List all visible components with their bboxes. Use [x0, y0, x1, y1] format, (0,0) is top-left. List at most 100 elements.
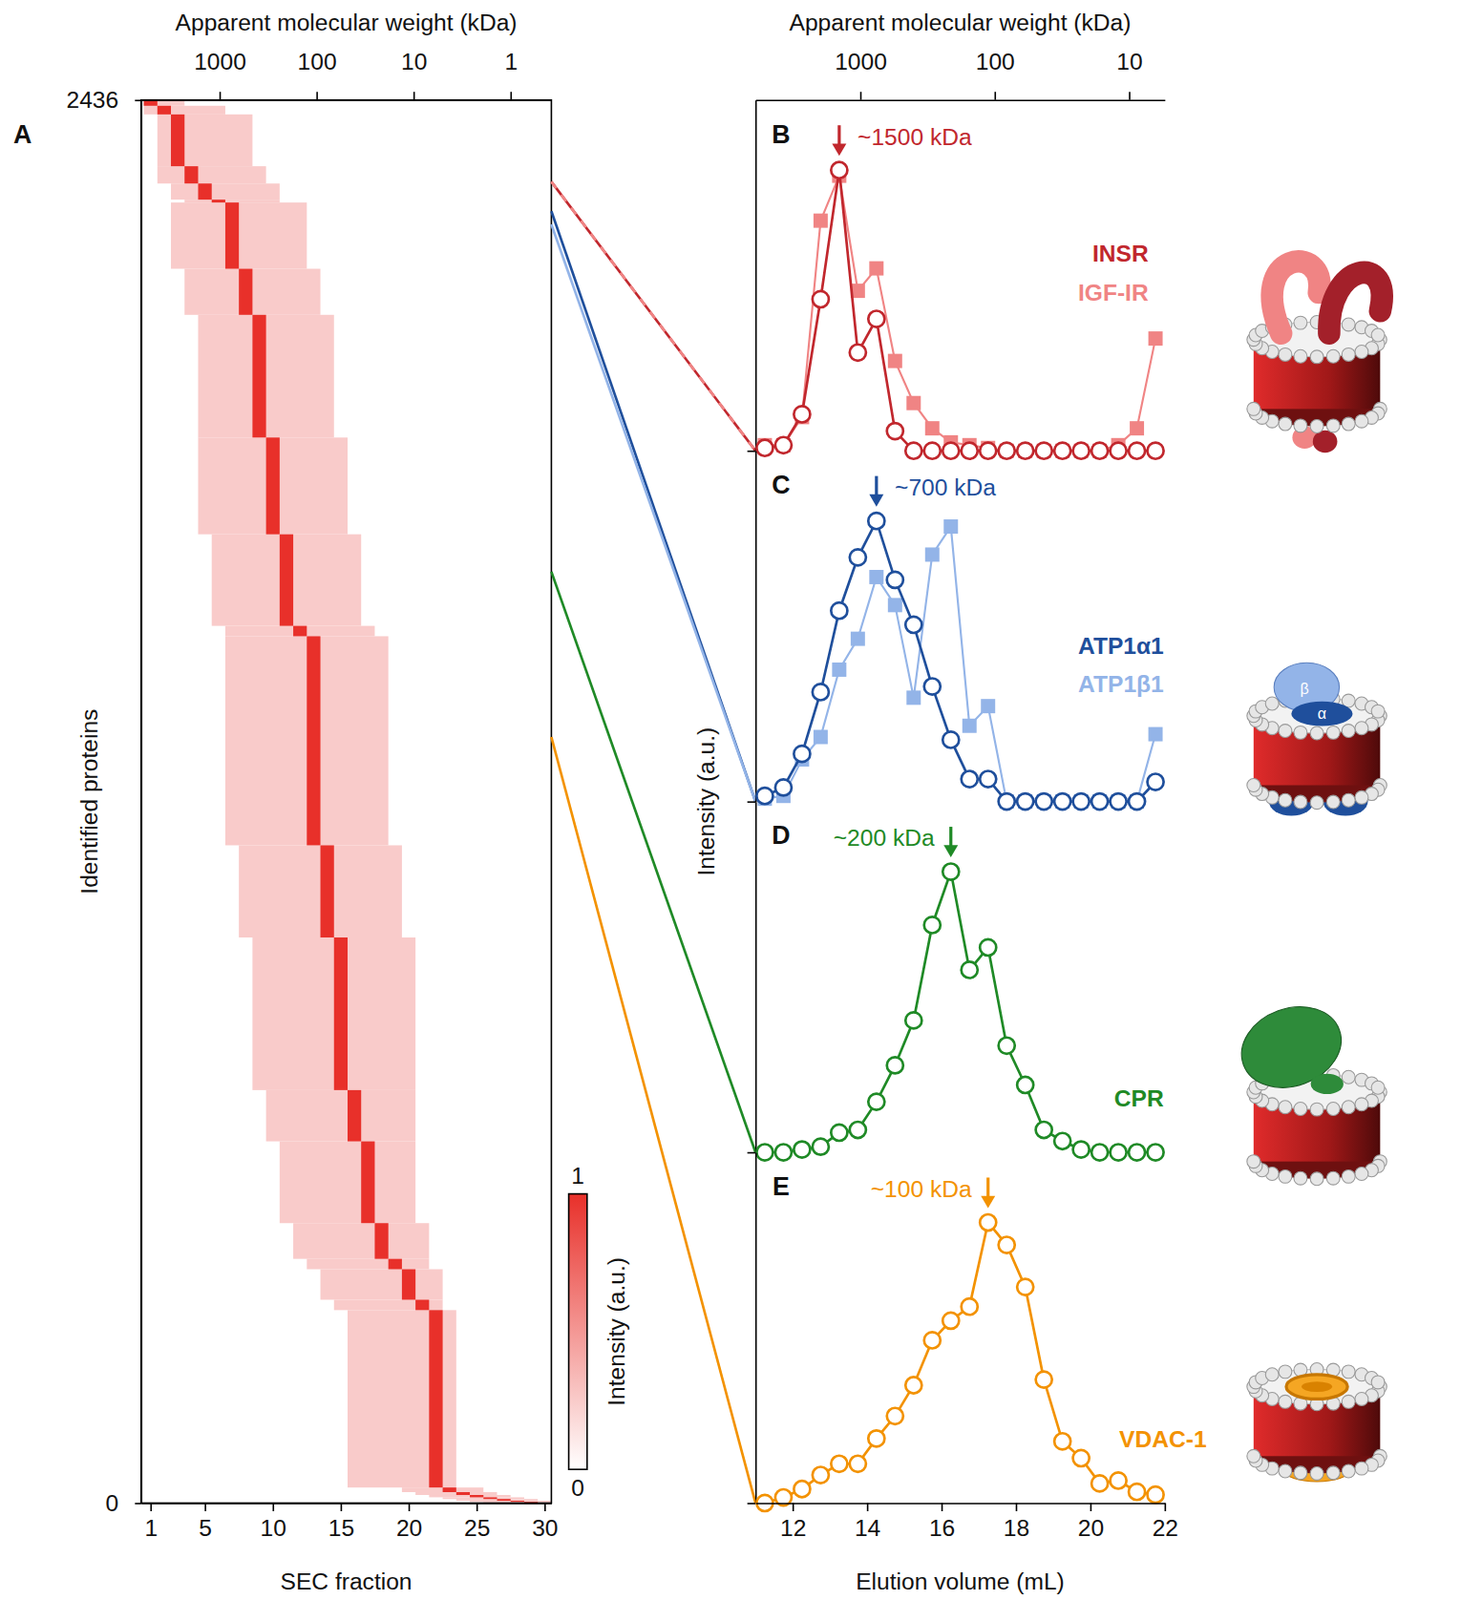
cartoon-lipid	[1278, 417, 1292, 431]
tick-mark	[476, 1503, 479, 1512]
data-point	[830, 1456, 847, 1473]
data-point	[756, 1143, 773, 1161]
tick-label: 20	[1078, 1515, 1104, 1542]
cartoon-disc	[1253, 1092, 1381, 1163]
data-point	[1073, 793, 1090, 810]
data-point	[887, 1408, 904, 1425]
connector	[550, 737, 756, 1504]
cartoon-lipid	[1326, 725, 1340, 740]
axis-line	[755, 100, 758, 451]
data-point	[1016, 1077, 1034, 1094]
axis-line	[756, 99, 1166, 102]
tick: 1	[144, 1503, 158, 1542]
heatmap-spread	[320, 1270, 444, 1301]
data-point	[962, 719, 977, 734]
cartoon	[1247, 1362, 1387, 1483]
data-point	[1148, 331, 1164, 346]
tick-mark	[747, 450, 757, 453]
cartoon-lipid	[1341, 1365, 1356, 1379]
data-point	[998, 1236, 1016, 1253]
cartoon-lipid	[1293, 1171, 1308, 1186]
data-point	[830, 162, 847, 179]
cartoon-lipid	[1265, 697, 1279, 711]
cartoon-disc	[1253, 716, 1381, 786]
data-point	[942, 1312, 959, 1330]
tick: 10	[401, 48, 427, 101]
data-point	[961, 961, 978, 978]
cartoon-lipid	[1310, 1467, 1324, 1482]
data-point	[793, 405, 810, 423]
cartoon-lipid	[1310, 1102, 1324, 1117]
cartoon-lipid	[1278, 793, 1292, 807]
heatmap-spread	[402, 1487, 484, 1493]
annotation: ~100 kDa	[870, 1176, 973, 1203]
heatmap-spread	[225, 626, 376, 637]
tick-label: 10	[260, 1515, 287, 1542]
data-point	[998, 1037, 1016, 1055]
tick-mark	[219, 91, 222, 101]
tick-label: 0	[105, 1490, 120, 1517]
cartoon-lipid	[1310, 726, 1324, 741]
tick-mark	[1164, 1503, 1167, 1512]
data-point	[813, 213, 828, 229]
tick-mark	[867, 1503, 869, 1512]
data-point	[812, 683, 829, 700]
series-label: VDAC-1	[1119, 1426, 1207, 1453]
heatmap-spread	[144, 105, 226, 115]
heatmap-spread	[415, 1492, 497, 1496]
tick: 100	[975, 48, 1016, 101]
data-point	[868, 1430, 885, 1447]
data-point	[924, 443, 941, 460]
tick-label: 22	[1152, 1515, 1179, 1542]
data-point	[905, 1376, 922, 1394]
tick-label: 1	[504, 48, 518, 75]
data-point	[925, 547, 940, 562]
tick: 20	[396, 1503, 423, 1542]
heatmap-peak	[415, 1299, 429, 1311]
data-point	[906, 690, 921, 705]
heatmap-spread	[347, 1310, 457, 1488]
data-point	[1091, 1143, 1108, 1161]
cartoon-lipid	[1293, 1102, 1308, 1117]
cartoon-lipid	[1371, 328, 1385, 342]
cartoon-lipid	[1293, 1466, 1308, 1481]
data-point	[905, 616, 922, 634]
heatmap-spread	[306, 1259, 429, 1271]
axis-line	[140, 100, 143, 1504]
data-point	[868, 1094, 885, 1111]
heatmap-spread	[443, 1497, 525, 1500]
cartoon-label: β	[1300, 679, 1310, 698]
heatmap-peak	[510, 1501, 525, 1503]
tick: 10	[1116, 48, 1143, 101]
cartoon-lipid	[1341, 317, 1356, 332]
heatmap-peak	[402, 1270, 416, 1301]
heatmap-spread	[170, 202, 307, 269]
data-point	[831, 662, 847, 678]
tick-label: 12	[780, 1515, 806, 1542]
cartoon-lipid	[1278, 724, 1292, 739]
axis	[747, 100, 757, 451]
heatmap-peak	[266, 437, 280, 534]
tick-label: 5	[198, 1515, 212, 1542]
cartoon-lipid	[1247, 1449, 1261, 1463]
tick-mark	[747, 1152, 757, 1155]
cartoon-lipid	[1326, 1102, 1340, 1117]
annotation: ~700 kDa	[894, 474, 996, 501]
tick-label: 100	[297, 48, 338, 75]
tick-mark	[509, 91, 512, 101]
heatmap-spread	[157, 166, 267, 184]
cartoon-protein	[1301, 1381, 1333, 1393]
tick-mark	[941, 1503, 944, 1512]
cartoon-lipid	[1341, 724, 1356, 739]
cartoon-lipid	[1310, 796, 1324, 810]
data-point	[830, 1124, 847, 1142]
axis-title: SEC fraction	[280, 1568, 413, 1595]
data-point	[793, 1142, 810, 1159]
tick-label: 25	[464, 1515, 490, 1542]
cartoon-lipid	[1310, 420, 1324, 434]
data-point	[961, 1298, 978, 1315]
data-point	[1091, 793, 1108, 810]
annotation-arrow	[831, 125, 847, 156]
cartoon-lipid	[1371, 704, 1385, 719]
tick: 25	[464, 1503, 490, 1542]
